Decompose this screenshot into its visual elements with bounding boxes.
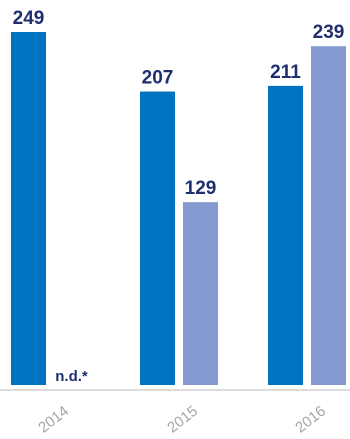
bar-2014-series-1 [11, 32, 46, 385]
bar-2015-series-2 [183, 202, 218, 385]
value-label-2015-series-1: 207 [142, 68, 174, 89]
value-label-2014-series-1: 249 [13, 8, 45, 29]
x-tick-labels-group: 2014 2015 2016 [35, 403, 329, 437]
x-tick-label-2014: 2014 [35, 403, 72, 437]
not-available-note: n.d.* [55, 368, 88, 385]
bar-2016-series-2 [311, 46, 346, 386]
value-labels-group: 249 207 211 n.d.* 129 239 [13, 8, 345, 385]
value-label-2016-series-1: 211 [270, 62, 301, 83]
bar-2015-series-1 [140, 91, 175, 385]
bar-2016-series-1 [268, 85, 303, 385]
value-label-2015-series-2: 129 [185, 178, 217, 199]
x-tick-label-2015: 2015 [164, 403, 201, 437]
bars-group [11, 32, 346, 386]
x-tick-label-2016: 2016 [292, 403, 329, 437]
value-label-2016-series-2: 239 [313, 22, 345, 43]
